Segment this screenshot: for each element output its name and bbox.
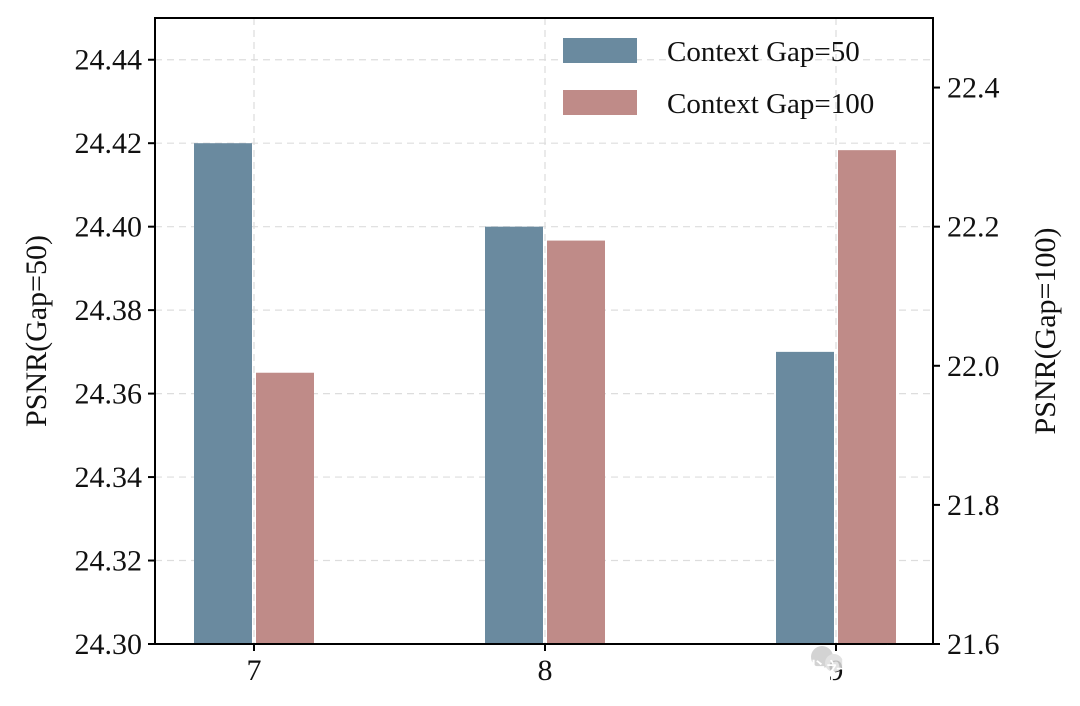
bar-gap50-7	[194, 143, 252, 644]
right-tick-label: 22.2	[947, 211, 1000, 244]
bar-gap100-7	[256, 372, 314, 644]
watermark: 公众号 掘金技术社区 @大模型工程师	[726, 643, 1059, 687]
right-y-axis: 21.6 21.8 22.0 22.2 22.4	[933, 72, 1000, 661]
left-tick-label: 24.30	[75, 628, 143, 661]
legend-swatch-gap100	[563, 90, 637, 115]
right-y-axis-title: PSNR(Gap=100)	[1029, 228, 1062, 435]
plot-frame	[154, 17, 934, 645]
legend-swatch-gap50	[563, 38, 637, 63]
bars	[194, 143, 896, 645]
right-tick-label: 22.0	[947, 350, 1000, 383]
bar-gap50-8	[485, 226, 543, 644]
left-tick-label: 24.34	[75, 461, 143, 494]
left-tick-label: 24.32	[75, 545, 143, 578]
bar-gap100-9	[838, 150, 896, 644]
right-tick-label: 21.8	[947, 489, 1000, 522]
legend-label-gap100: Context Gap=100	[667, 88, 874, 120]
watermark-line1: 公众号	[850, 643, 925, 672]
left-y-axis-title: PSNR(Gap=50)	[20, 235, 53, 427]
left-y-axis: 24.30 24.32 24.34 24.36 24.38 24.40 24.42 24.44	[75, 44, 155, 661]
bar-gap50-9	[776, 351, 834, 644]
left-tick-label: 24.42	[75, 127, 143, 160]
left-tick-label: 24.36	[75, 378, 143, 411]
legend-label-gap50: Context Gap=50	[667, 36, 860, 68]
legend: Context Gap=50 Context Gap=100	[563, 36, 874, 120]
bar-gap100-8	[547, 240, 605, 645]
x-tick-label: 7	[247, 654, 262, 687]
right-tick-label: 22.4	[947, 72, 1000, 105]
x-tick-label: 8	[538, 654, 553, 687]
left-tick-label: 24.44	[75, 44, 143, 77]
left-tick-label: 24.38	[75, 294, 143, 327]
watermark-line2: 掘金技术社区 @大模型工程师	[726, 658, 1059, 687]
right-tick-label: 21.6	[947, 628, 1000, 661]
wechat-icon	[811, 646, 843, 672]
left-tick-label: 24.40	[75, 211, 143, 244]
